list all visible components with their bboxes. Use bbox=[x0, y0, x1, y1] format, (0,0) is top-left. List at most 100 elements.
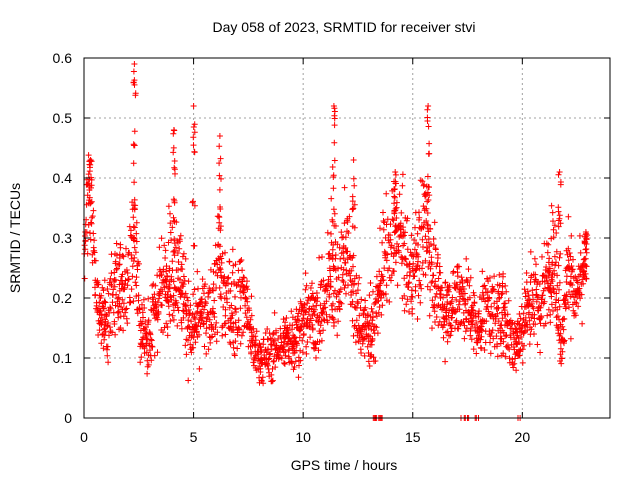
data-point bbox=[357, 338, 363, 345]
data-point bbox=[234, 331, 241, 338]
data-point bbox=[87, 236, 94, 243]
data-point bbox=[368, 341, 375, 348]
data-point bbox=[478, 345, 485, 352]
data-point bbox=[528, 326, 535, 333]
data-point bbox=[463, 255, 470, 262]
data-point bbox=[299, 317, 306, 324]
data-point bbox=[280, 343, 287, 349]
data-point bbox=[569, 267, 575, 273]
data-point bbox=[133, 282, 140, 289]
data-point bbox=[336, 244, 343, 251]
data-point bbox=[426, 192, 433, 199]
data-point bbox=[550, 234, 557, 241]
data-point bbox=[536, 315, 543, 322]
data-point bbox=[516, 311, 523, 317]
data-point bbox=[345, 230, 352, 236]
data-point bbox=[178, 325, 185, 332]
data-point bbox=[528, 300, 535, 307]
data-point bbox=[442, 279, 449, 286]
data-point bbox=[207, 334, 214, 341]
data-point bbox=[289, 322, 296, 329]
data-point bbox=[182, 255, 189, 262]
y-tick-label: 0.1 bbox=[53, 350, 73, 366]
data-point bbox=[392, 171, 399, 178]
data-point bbox=[94, 277, 101, 284]
data-point bbox=[415, 258, 421, 265]
data-point bbox=[429, 325, 435, 332]
data-point bbox=[482, 298, 489, 305]
data-point bbox=[431, 219, 438, 226]
data-point bbox=[159, 302, 165, 309]
data-point bbox=[330, 241, 337, 248]
data-point bbox=[108, 282, 115, 289]
data-point bbox=[383, 190, 390, 197]
data-point bbox=[182, 290, 189, 297]
data-point bbox=[96, 327, 103, 334]
data-point bbox=[370, 327, 377, 334]
data-point bbox=[454, 283, 461, 290]
data-point bbox=[235, 317, 242, 324]
data-point bbox=[448, 298, 455, 305]
data-point bbox=[496, 271, 503, 278]
data-point bbox=[163, 320, 170, 327]
data-point bbox=[565, 213, 572, 220]
data-point bbox=[412, 267, 419, 274]
data-point bbox=[465, 266, 472, 273]
data-point bbox=[303, 282, 310, 289]
data-point bbox=[217, 206, 224, 212]
data-point bbox=[434, 255, 441, 261]
data-point bbox=[257, 369, 264, 375]
data-point bbox=[473, 320, 480, 326]
data-point bbox=[229, 246, 236, 253]
data-point bbox=[432, 278, 439, 285]
data-point bbox=[424, 114, 431, 121]
data-point bbox=[425, 197, 432, 203]
data-point bbox=[531, 255, 538, 262]
data-point bbox=[238, 332, 245, 339]
data-point bbox=[351, 224, 358, 231]
data-point bbox=[376, 268, 383, 275]
data-point bbox=[559, 323, 566, 330]
data-point bbox=[139, 301, 145, 308]
data-point bbox=[161, 242, 168, 249]
data-point bbox=[335, 318, 342, 325]
data-point bbox=[104, 286, 111, 292]
data-point bbox=[170, 292, 177, 299]
data-point bbox=[416, 209, 422, 216]
data-point bbox=[488, 303, 495, 310]
data-point bbox=[140, 334, 147, 341]
data-point bbox=[391, 268, 397, 275]
data-point bbox=[240, 329, 247, 336]
data-point bbox=[87, 200, 94, 207]
data-point bbox=[566, 289, 572, 295]
data-point bbox=[411, 273, 418, 280]
data-point bbox=[302, 308, 309, 315]
data-point bbox=[205, 346, 212, 353]
data-point bbox=[281, 361, 288, 367]
data-point bbox=[548, 301, 555, 308]
data-point bbox=[106, 332, 112, 339]
data-point bbox=[379, 302, 386, 309]
data-point bbox=[129, 273, 136, 280]
data-point bbox=[330, 290, 337, 297]
data-point bbox=[252, 337, 259, 344]
data-point bbox=[524, 288, 531, 295]
data-point bbox=[426, 249, 433, 256]
data-point bbox=[138, 354, 145, 361]
data-point bbox=[98, 314, 105, 321]
data-point bbox=[316, 314, 323, 321]
data-point bbox=[500, 338, 507, 345]
data-point bbox=[242, 302, 249, 309]
data-point bbox=[178, 319, 185, 326]
data-point bbox=[338, 229, 345, 236]
data-point bbox=[269, 377, 276, 384]
data-point bbox=[272, 364, 279, 371]
data-point bbox=[572, 312, 579, 319]
data-point bbox=[380, 218, 387, 224]
data-point bbox=[428, 254, 435, 261]
data-point bbox=[133, 230, 140, 237]
data-point bbox=[190, 198, 196, 205]
data-point bbox=[544, 312, 551, 319]
data-point bbox=[464, 278, 471, 285]
chart-title: Day 058 of 2023, SRMTID for receiver stv… bbox=[213, 19, 476, 35]
